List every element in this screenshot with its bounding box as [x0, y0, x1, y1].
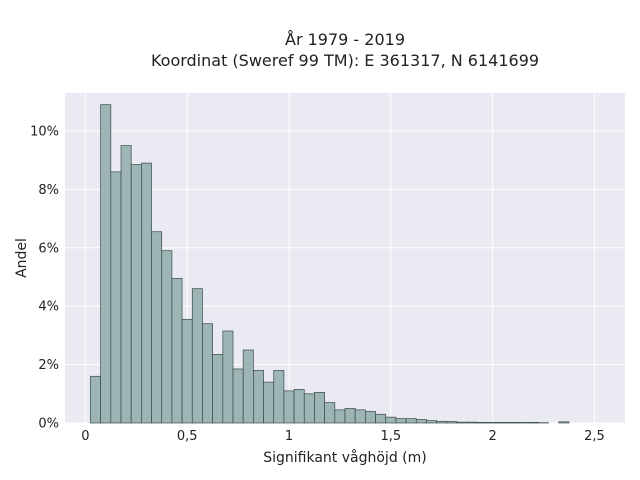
histogram-bar [293, 389, 305, 424]
histogram-bar [385, 416, 397, 424]
histogram-bar [191, 288, 203, 424]
y-tick-label: 8% [38, 183, 59, 198]
histogram-bar [354, 409, 366, 424]
x-tick-label: 0,5 [177, 429, 198, 444]
histogram-bar [232, 368, 244, 424]
histogram-bar [334, 409, 346, 424]
y-axis-label: Andel [14, 238, 30, 278]
y-tick-label: 2% [38, 358, 59, 373]
histogram-bar [120, 145, 132, 424]
histogram-bar [151, 231, 163, 424]
histogram-bar [283, 390, 295, 424]
histogram-bar [415, 419, 427, 424]
histogram-bar [497, 422, 509, 424]
histogram-bar [314, 391, 325, 424]
x-tick-label: 2,5 [584, 429, 605, 444]
histogram-bar [466, 421, 478, 424]
histogram-bar [273, 370, 285, 424]
x-tick-label: 2 [488, 429, 496, 444]
histogram-bar [181, 318, 193, 424]
histogram-bar [446, 421, 458, 424]
y-tick-label: 10% [30, 124, 59, 139]
histogram-bar [405, 418, 417, 424]
y-tick-label: 4% [38, 300, 59, 315]
x-tick-label: 1,5 [380, 429, 401, 444]
y-axis-ticks: 0% 2% 4% 6% 8% 10% [30, 124, 59, 431]
histogram-bar [517, 422, 529, 424]
histogram-bar [263, 381, 275, 424]
histogram-bar [324, 402, 336, 424]
histogram-bar [395, 418, 407, 424]
histogram-bar [487, 422, 499, 424]
histogram-bar [456, 421, 468, 424]
histogram-bar [558, 421, 570, 424]
histogram-bar [222, 330, 234, 424]
histogram-bar [344, 408, 356, 424]
histogram-bar [161, 250, 173, 424]
x-axis-label: Signifikant våghöjd (m) [263, 449, 426, 466]
histogram-bar [477, 422, 488, 424]
histogram-bars [90, 104, 570, 424]
histogram-bar [141, 162, 152, 424]
histogram-bar [507, 422, 519, 424]
histogram-bar [110, 171, 122, 424]
histogram-bar [527, 422, 539, 424]
histogram-bar [90, 375, 101, 424]
x-tick-label: 0 [81, 429, 89, 444]
x-axis-ticks: 0 0,5 1 1,5 2 2,5 [81, 429, 605, 444]
histogram-bar [100, 104, 112, 424]
y-tick-label: 6% [38, 241, 59, 256]
x-tick-label: 1 [285, 429, 293, 444]
histogram-bar [202, 323, 213, 424]
histogram-bar [242, 349, 254, 424]
histogram-bar [171, 278, 183, 424]
histogram-bar [426, 420, 437, 424]
histogram-bar [253, 370, 264, 424]
histogram-bar [130, 164, 142, 424]
histogram-bar [365, 410, 376, 424]
chart-subtitle: Koordinat (Sweref 99 TM): E 361317, N 61… [151, 51, 539, 70]
histogram-bar [436, 420, 448, 424]
histogram-bar [303, 393, 315, 424]
histogram-bar [212, 354, 224, 424]
histogram-bar [375, 413, 387, 424]
chart-title: År 1979 - 2019 [285, 30, 405, 49]
y-tick-label: 0% [38, 417, 59, 432]
